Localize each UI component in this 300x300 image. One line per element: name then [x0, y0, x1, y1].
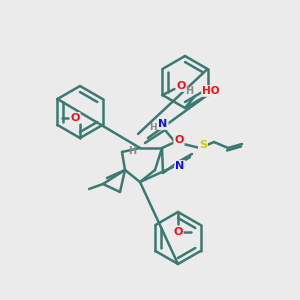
Text: O: O: [174, 135, 184, 145]
Text: H: H: [185, 86, 194, 96]
Text: HO: HO: [202, 86, 220, 96]
Text: S: S: [199, 140, 207, 150]
Text: H: H: [149, 124, 157, 133]
Text: O: O: [70, 113, 80, 123]
Text: O: O: [173, 227, 183, 237]
Text: H: H: [128, 146, 136, 156]
Text: O: O: [177, 81, 186, 91]
Text: N: N: [158, 119, 168, 129]
Text: N: N: [176, 161, 184, 171]
